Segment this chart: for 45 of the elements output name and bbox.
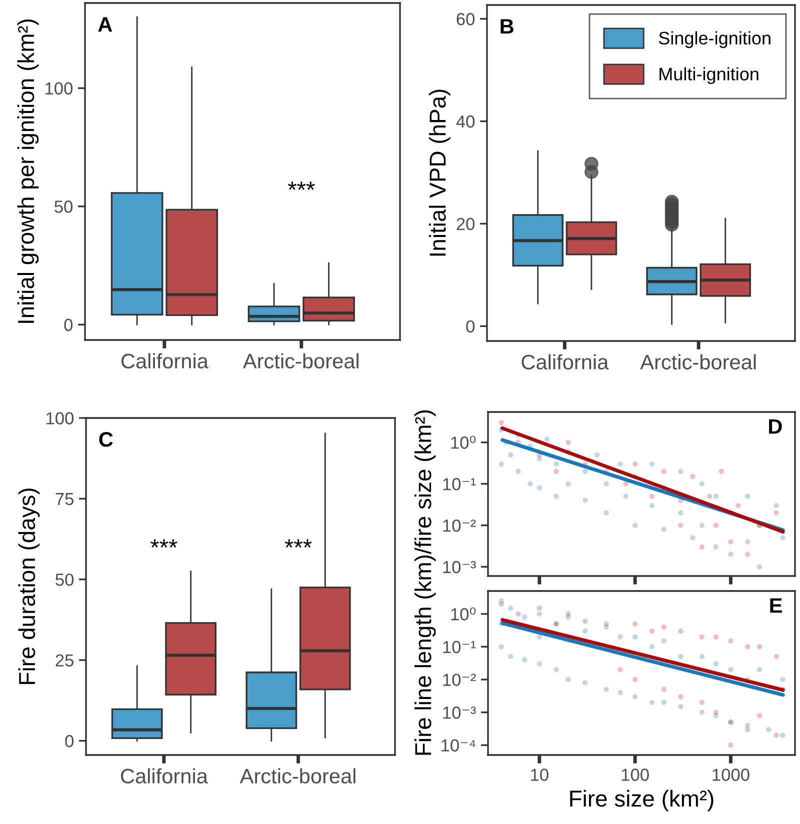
y-tick-label: 25 [56,654,74,667]
y-tick-label: 50 [54,200,73,213]
annotation: D [769,419,782,434]
y-tick-label: 10⁻¹ [443,640,476,654]
legend-label: Multi-ignition [660,67,758,84]
annotation: *** [284,539,312,548]
y-tick-label: 10⁰ [451,436,476,449]
annotation: *** [288,182,315,190]
annotation: *** [150,539,178,548]
y-tick-label: 100 [46,412,74,424]
y-tick-label: 10⁻¹ [443,478,476,490]
y-axis-title: Fire duration (days) [18,488,40,684]
y-tick-label: 10⁻² [443,674,476,686]
y-tick-label: 40 [456,115,475,128]
annotation: E [770,598,782,613]
y-tick-label: 10⁻² [443,519,476,532]
y-tick-label: 0 [64,318,73,332]
y-tick-label: 10⁻³ [443,706,476,719]
y-tick-label: 0 [466,320,475,333]
text: B [500,19,514,34]
y-tick-label: 60 [456,12,475,26]
annotation: C [99,432,113,447]
y-tick-label: 0 [65,734,74,748]
x-tick-label: California [120,768,208,784]
y-axis-title: Fire line length (km)/fire size (km²) [414,410,436,755]
y-tick-label: 10⁰ [451,607,476,620]
x-tick-label: California [522,354,609,370]
x-tick-label: 1000 [712,768,750,781]
x-tick-label: 100 [622,768,649,781]
annotation: A [98,17,112,32]
y-tick-label: 100 [46,82,73,95]
x-tick-label: Arctic-boreal [242,353,358,368]
y-tick-label: 50 [56,574,74,586]
x-tick-label: Arctic-boreal [240,768,356,784]
y-tick-label: 10⁻⁴ [442,739,476,752]
legend-label: Single-ignition [658,31,770,48]
y-tick-label: 20 [456,218,475,230]
y-tick-label: 75 [56,493,74,506]
y-axis-title: Initial VPD (hPa) [428,90,450,256]
y-axis-title: Initial growth per ignition (km²) [17,19,39,323]
y-tick-label: 10⁻³ [443,560,476,574]
x-tick-label: Arctic-boreal [640,354,756,370]
x-tick-label: 10 [531,768,548,781]
x-tick-label: California [121,353,208,368]
x-axis-title: Fire size (km²) [570,790,714,812]
